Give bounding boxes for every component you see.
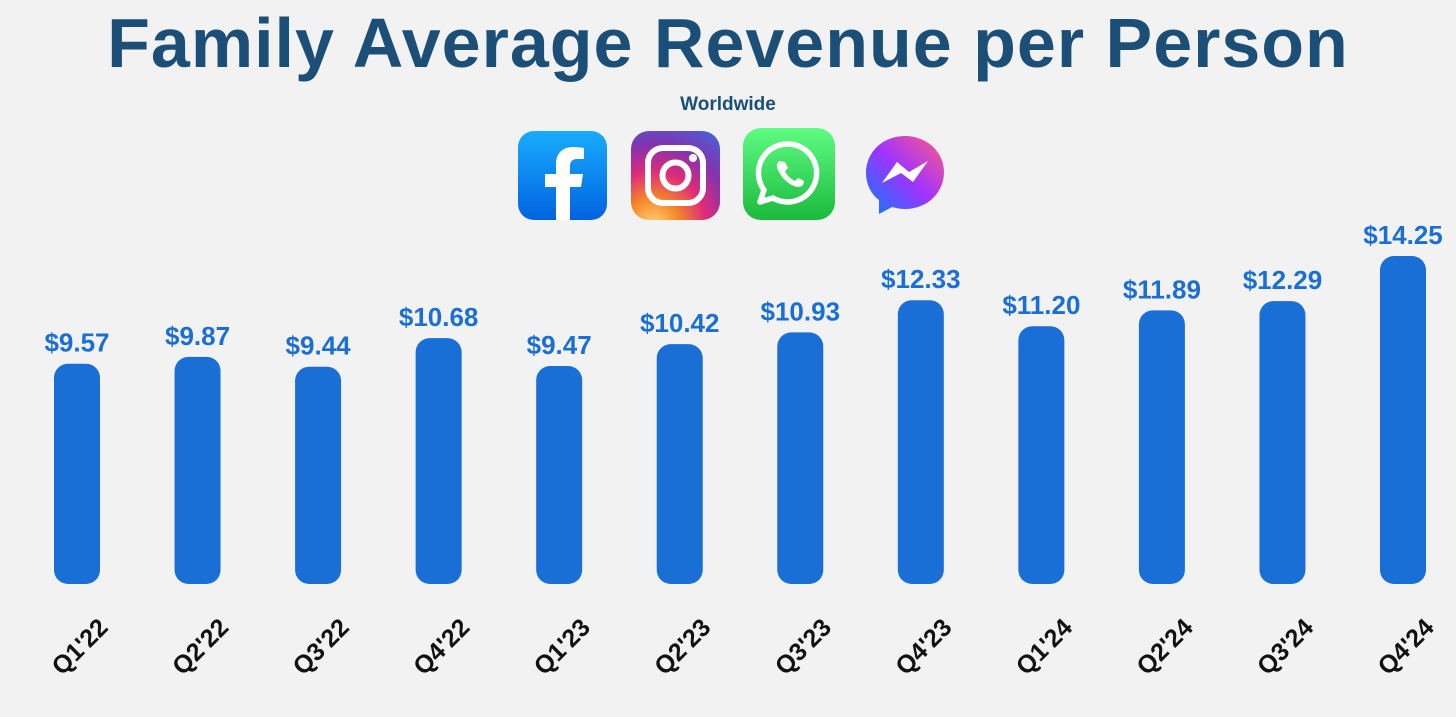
bar-Q4'24 <box>1380 256 1426 584</box>
x-tick-label: Q1'22 <box>46 613 113 680</box>
x-tick-label: Q1'23 <box>529 613 596 680</box>
bar-value-label: $12.33 <box>881 264 961 294</box>
bar-value-label: $9.44 <box>286 331 352 361</box>
x-tick-label: Q1'24 <box>1011 613 1078 680</box>
bar-Q1'24 <box>1018 326 1065 584</box>
whatsapp-logo <box>743 128 835 220</box>
bar-value-label: $10.42 <box>640 308 720 338</box>
bar-Q3'22 <box>295 366 342 584</box>
x-tick-label: Q3'23 <box>770 613 837 680</box>
bar-value-label: $10.93 <box>761 296 841 326</box>
x-tick-label: Q4'22 <box>408 613 475 680</box>
x-tick-label: Q2'23 <box>649 613 716 680</box>
bar-value-label: $14.25 <box>1363 220 1443 250</box>
facebook-logo <box>518 131 607 220</box>
bar-Q3'24 <box>1259 301 1306 584</box>
value-label-group: $9.57 $9.87 $9.44 $10.68 $9.47 $10.42 $10.93 $1… <box>44 220 1442 361</box>
bar-Q4'22 <box>415 338 462 584</box>
chart-title: Family Average Revenue per Person <box>107 4 1349 82</box>
bar-value-label: $9.47 <box>527 330 592 360</box>
bar-value-label: $9.87 <box>165 321 230 351</box>
x-tick-label: Q3'24 <box>1252 613 1319 680</box>
x-tick-label: Q2'22 <box>167 613 234 680</box>
bar-value-label: $9.57 <box>44 328 109 358</box>
bar-value-label: $11.20 <box>1002 290 1080 320</box>
instagram-logo <box>631 131 720 220</box>
bar-Q1'23 <box>536 366 583 584</box>
bar-value-label: $12.29 <box>1243 265 1323 295</box>
bar-value-label: $10.68 <box>399 302 479 332</box>
bar-Q2'22 <box>174 356 221 584</box>
bar-group <box>54 256 1426 584</box>
x-tick-label: Q4'23 <box>890 613 957 680</box>
bar-Q2'24 <box>1138 310 1185 584</box>
app-logos <box>518 128 948 220</box>
chart-subtitle: Worldwide <box>680 94 776 115</box>
x-tick-label: Q3'22 <box>287 613 354 680</box>
messenger-logo <box>866 136 944 214</box>
bar-Q3'23 <box>777 332 824 584</box>
bar-value-label: $11.89 <box>1123 274 1201 304</box>
x-axis-tick-labels: Q1'22 Q2'22 Q3'22 Q4'22 Q1'23 Q2'23 Q3'23 Q4'23… <box>46 613 1439 680</box>
bar-Q2'23 <box>656 344 703 584</box>
x-tick-label: Q4'24 <box>1372 613 1439 680</box>
bar-Q4'23 <box>897 300 944 584</box>
bar-Q1'22 <box>54 363 100 584</box>
x-tick-label: Q2'24 <box>1131 613 1198 680</box>
